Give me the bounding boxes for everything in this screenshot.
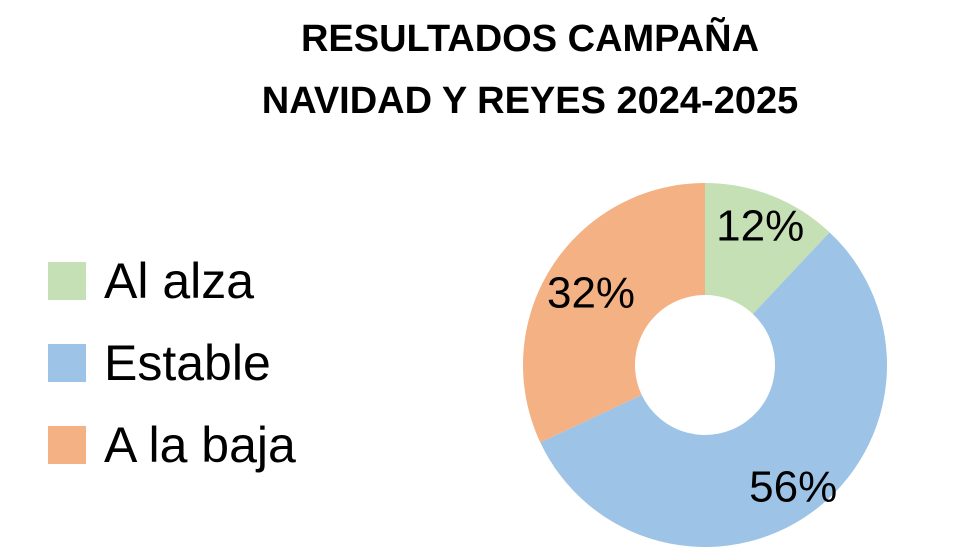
legend-label: A la baja (104, 417, 296, 473)
chart-title-line-1: RESULTADOS CAMPAÑA (300, 18, 760, 60)
chart-title-line-2: NAVIDAD Y REYES 2024-2025 (261, 80, 799, 122)
legend-item-estable: Estable (48, 322, 296, 404)
legend-swatch (48, 426, 86, 464)
legend: Al alza Estable A la baja (48, 240, 296, 486)
slice-a-la-baja (523, 182, 705, 443)
legend-swatch (48, 344, 86, 382)
data-label: 56% (749, 462, 837, 511)
legend-item-al-alza: Al alza (48, 240, 296, 322)
data-label: 12% (716, 202, 804, 251)
data-label: 32% (547, 269, 635, 318)
slice-al-alza (705, 183, 830, 314)
legend-swatch (48, 262, 86, 300)
legend-label: Estable (104, 335, 271, 391)
legend-item-a-la-baja: A la baja (48, 404, 296, 486)
legend-label: Al alza (104, 253, 255, 309)
slice-estable (540, 232, 888, 548)
